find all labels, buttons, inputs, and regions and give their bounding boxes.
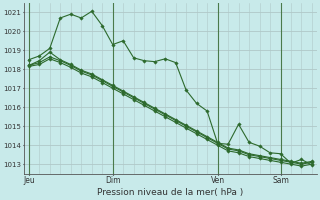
X-axis label: Pression niveau de la mer( hPa ): Pression niveau de la mer( hPa ) xyxy=(97,188,244,197)
